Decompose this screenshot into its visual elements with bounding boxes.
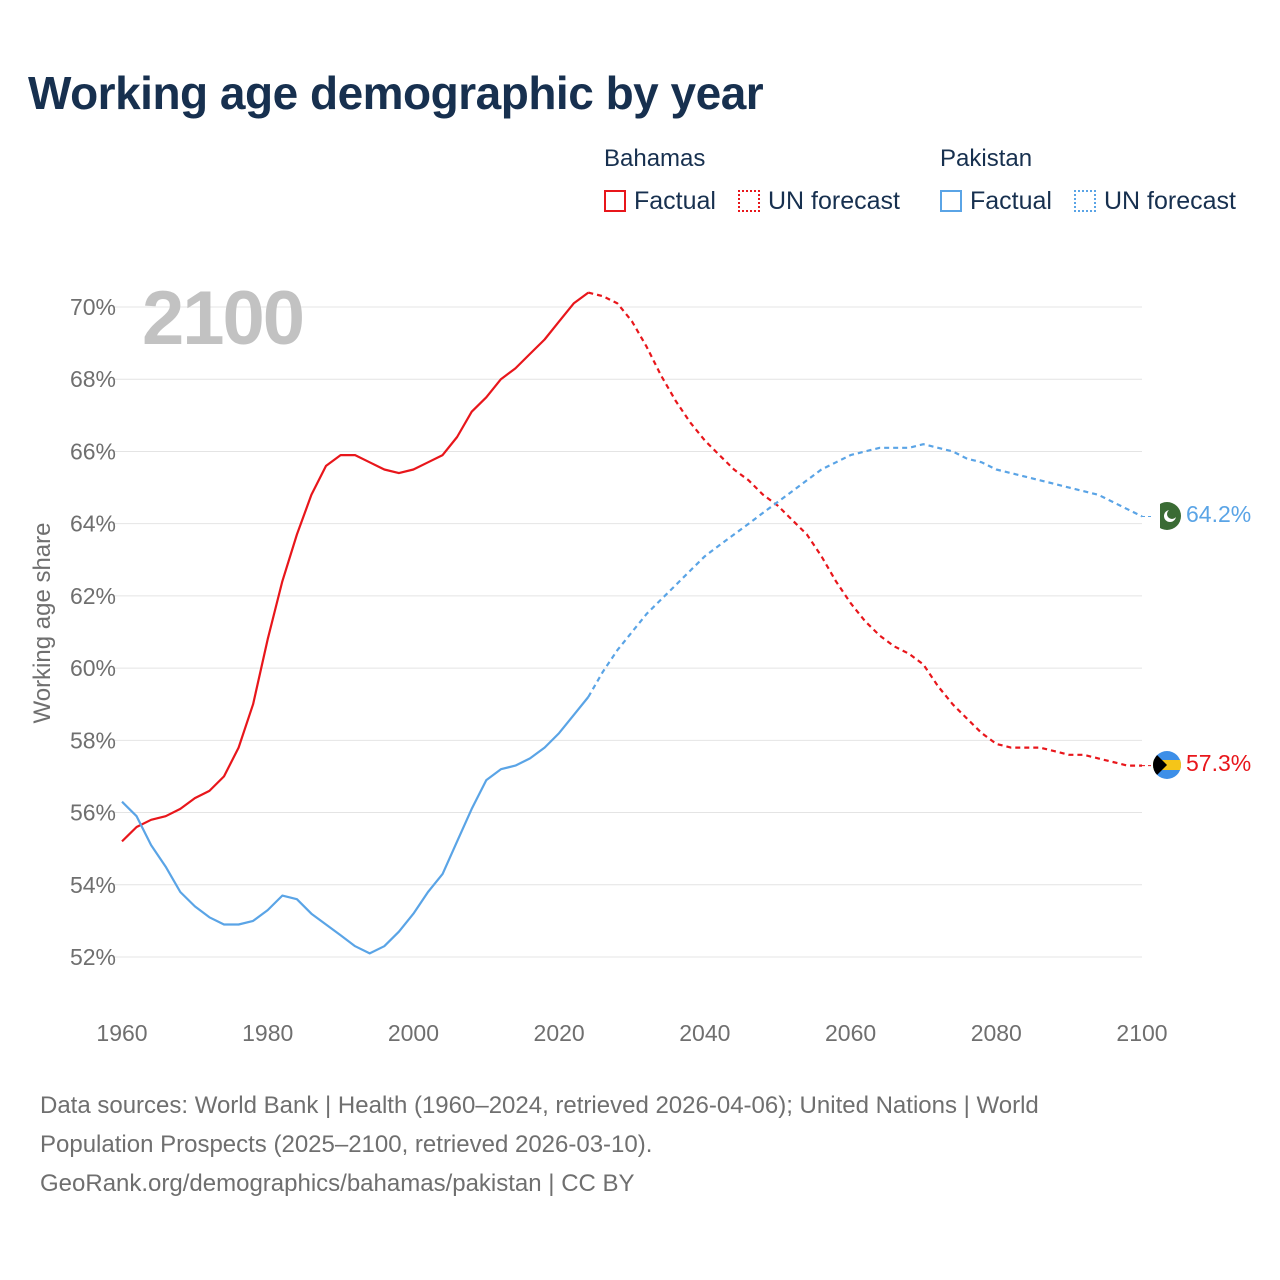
pakistan-factual-line (121, 696, 590, 955)
y-tick-label: 66% (70, 438, 116, 464)
grid-lines (112, 306, 1142, 958)
legend-swatch-pakistan-factual (940, 190, 962, 212)
year-watermark: 2100 (142, 276, 303, 361)
x-axis-ticks: 1960 1980 2000 2020 2040 2060 2080 2100 (96, 1020, 1167, 1046)
bahamas-forecast-line (588, 291, 1142, 767)
x-tick-label: 2040 (679, 1020, 730, 1046)
y-tick-label: 52% (70, 944, 116, 970)
legend-label-bahamas-forecast: UN forecast (768, 186, 900, 215)
legend-swatch-bahamas-forecast (738, 190, 760, 212)
x-tick-label: 1960 (96, 1020, 147, 1046)
footer-line-1: Data sources: World Bank | Health (1960–… (40, 1092, 1039, 1119)
footer-line-2: Population Prospects (2025–2100, retriev… (40, 1131, 653, 1158)
bahamas-end-label: 57.3% (1186, 750, 1251, 776)
y-axis-ticks: 52% 54% 56% 58% 60% 62% 64% 66% 68% 70% (70, 294, 116, 970)
series-lines (121, 291, 1152, 955)
chart-title: Working age demographic by year (28, 67, 764, 119)
legend-pakistan-forecast[interactable]: UN forecast (1074, 186, 1236, 216)
legend-label-bahamas-factual: Factual (634, 186, 716, 215)
line-chart: 2100 52% 54% 56% 58% 60% 62% 64% 66% 68% 70% 1960… (29, 276, 1251, 1046)
pakistan-forecast-line (587, 443, 1143, 698)
y-tick-label: 68% (70, 366, 116, 392)
legend-label-pakistan-factual: Factual (970, 186, 1052, 215)
x-tick-label: 2000 (388, 1020, 439, 1046)
legend-group-pakistan: Pakistan (940, 145, 1033, 172)
y-tick-label: 64% (70, 511, 116, 537)
x-tick-label: 2080 (971, 1020, 1022, 1046)
footer-sources: Data sources: World Bank | Health (1960–… (40, 1086, 1220, 1203)
y-tick-label: 54% (70, 872, 116, 898)
x-tick-label: 1980 (242, 1020, 293, 1046)
legend-pakistan-factual[interactable]: Factual (940, 186, 1052, 216)
legend-swatch-pakistan-forecast (1074, 190, 1096, 212)
y-tick-label: 60% (70, 655, 116, 681)
legend-label-pakistan-forecast: UN forecast (1104, 186, 1236, 215)
x-tick-label: 2020 (534, 1020, 585, 1046)
y-tick-label: 70% (70, 294, 116, 320)
pakistan-end-label: 64.2% (1186, 501, 1251, 527)
y-tick-label: 56% (70, 800, 116, 826)
legend-bahamas-factual[interactable]: Factual (604, 186, 716, 216)
legend-group-bahamas: Bahamas (604, 145, 706, 172)
y-tick-label: 62% (70, 583, 116, 609)
footer-line-3: GeoRank.org/demographics/bahamas/pakista… (40, 1170, 635, 1197)
y-tick-label: 58% (70, 727, 116, 753)
bahamas-factual-line (121, 291, 589, 843)
legend-bahamas-forecast[interactable]: UN forecast (738, 186, 900, 216)
y-axis-label: Working age share (29, 523, 56, 724)
x-tick-label: 2060 (825, 1020, 876, 1046)
x-tick-label: 2100 (1116, 1020, 1167, 1046)
bahamas-flag-icon (1153, 751, 1181, 779)
legend-swatch-bahamas-factual (604, 190, 626, 212)
pakistan-flag-icon (1153, 502, 1181, 530)
